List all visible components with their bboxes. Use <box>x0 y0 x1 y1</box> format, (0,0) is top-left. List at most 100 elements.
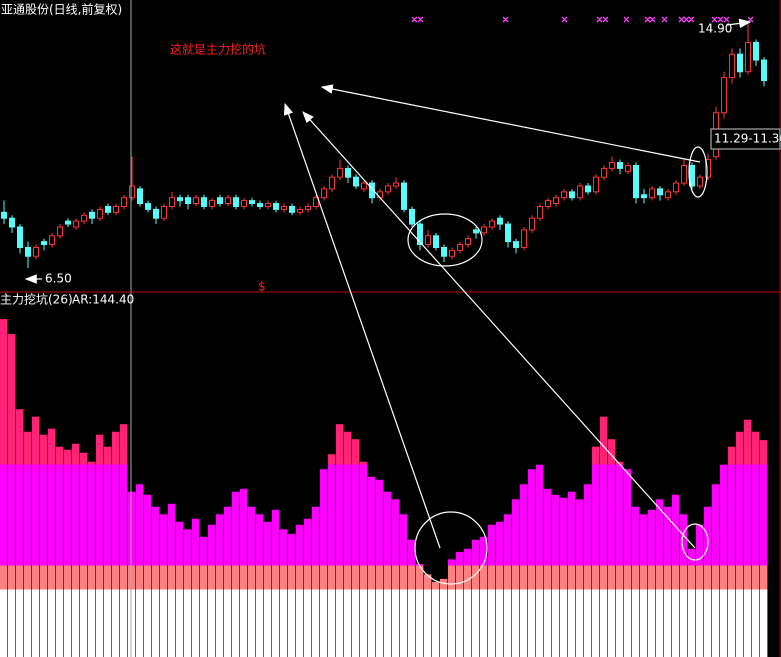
bar <box>8 334 16 657</box>
candle-body <box>201 197 207 207</box>
bar <box>152 506 160 657</box>
candle-body <box>297 208 303 213</box>
candle-body <box>577 185 583 199</box>
candle-body <box>681 164 687 184</box>
candle-body <box>265 203 271 207</box>
bar <box>48 428 56 657</box>
candle-body <box>257 203 263 207</box>
circle-lower-right <box>681 523 709 561</box>
bar <box>0 319 8 657</box>
circle-lower <box>414 511 488 585</box>
candle-body <box>225 197 231 205</box>
candle-body <box>441 246 447 257</box>
bar <box>192 518 200 657</box>
bar <box>584 484 592 657</box>
bar <box>672 494 680 657</box>
bar <box>456 551 464 657</box>
candle-body <box>193 197 199 205</box>
bar <box>424 574 432 657</box>
arrow <box>320 84 701 163</box>
candle-body <box>57 226 63 237</box>
candle-body <box>745 41 751 73</box>
bar <box>752 431 760 657</box>
bar <box>248 506 256 657</box>
bar <box>624 469 632 657</box>
candle-body <box>25 246 31 257</box>
candle-body <box>273 203 279 210</box>
bar <box>416 563 424 657</box>
bar <box>144 494 152 657</box>
bar <box>552 494 560 657</box>
candle-body <box>161 205 167 219</box>
candle-body <box>369 182 375 199</box>
candle-body <box>641 194 647 199</box>
candle-body <box>169 197 175 207</box>
candle-body <box>521 229 527 248</box>
bar <box>320 469 328 657</box>
candle-body <box>481 226 487 234</box>
candle-body <box>465 238 471 246</box>
candle-body <box>457 244 463 251</box>
bar <box>96 434 104 657</box>
candle-body <box>49 235 55 246</box>
bar <box>512 499 520 657</box>
bar <box>680 514 688 657</box>
candle-body <box>353 176 359 187</box>
bar <box>648 509 656 657</box>
arrow <box>284 102 441 549</box>
bar <box>720 464 728 657</box>
candle-body <box>633 164 639 199</box>
bar <box>328 454 336 657</box>
bar <box>288 533 296 657</box>
bar <box>760 440 768 657</box>
bar <box>712 484 720 657</box>
candle-body <box>593 176 599 193</box>
bar <box>296 524 304 657</box>
annotation-shapes <box>24 18 781 585</box>
candle-body <box>41 241 47 246</box>
candle-body <box>121 197 127 207</box>
candle-body <box>657 188 663 196</box>
candle-body <box>289 205 295 213</box>
bar <box>608 439 616 657</box>
candle-body <box>385 185 391 193</box>
bar <box>504 514 512 657</box>
candle-body <box>545 200 551 207</box>
candle-body <box>33 246 39 257</box>
bar <box>280 529 288 657</box>
bar <box>208 524 216 657</box>
bar <box>64 449 72 657</box>
candle-body <box>697 176 703 187</box>
bar <box>544 488 552 657</box>
candle-body <box>89 211 95 219</box>
range-label: 11.29-11.36 <box>714 132 781 146</box>
candle-body <box>561 191 567 199</box>
bar <box>472 539 480 657</box>
bar <box>40 434 48 657</box>
candle-body <box>409 208 415 225</box>
bar <box>704 506 712 657</box>
bar <box>224 506 232 657</box>
bar <box>360 461 368 657</box>
indicator-bars <box>0 319 768 657</box>
bar <box>80 452 88 657</box>
candle-body <box>497 217 503 225</box>
candle-body <box>17 226 23 248</box>
candle-body <box>129 185 135 199</box>
candle-body <box>569 191 575 199</box>
marker-label: $ <box>258 280 266 294</box>
bar <box>16 409 24 657</box>
candle-body <box>529 217 535 231</box>
bar <box>488 524 496 657</box>
bar <box>400 514 408 657</box>
bar <box>448 559 456 657</box>
candle-body <box>329 176 335 190</box>
candle-body <box>337 167 343 178</box>
bar <box>304 518 312 657</box>
candle-body <box>321 188 327 199</box>
bar <box>480 536 488 657</box>
bar <box>112 431 120 657</box>
candle-body <box>97 208 103 219</box>
bar <box>168 503 176 657</box>
indicator-title: 主力挖坑(26) <box>0 292 73 307</box>
